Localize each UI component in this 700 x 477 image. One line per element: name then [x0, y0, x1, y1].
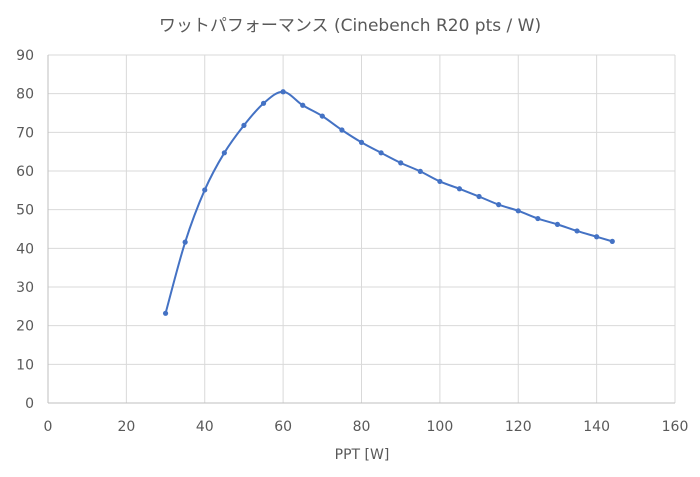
- x-tick-label: 100: [427, 419, 454, 435]
- data-point: [515, 208, 521, 214]
- x-tick-label: 80: [353, 419, 371, 435]
- y-tick-label: 60: [16, 164, 34, 180]
- data-point: [378, 150, 384, 156]
- y-tick-label: 10: [16, 357, 34, 373]
- x-tick-label: 160: [662, 419, 689, 435]
- data-point: [417, 168, 423, 174]
- x-axis-label: PPT [W]: [335, 447, 390, 463]
- data-point: [535, 215, 541, 222]
- chart-title: ワットパフォーマンス (Cinebench R20 pts / W): [159, 16, 541, 36]
- data-point: [437, 178, 443, 185]
- data-point: [476, 193, 482, 200]
- data-point: [456, 186, 463, 192]
- data-point: [554, 221, 561, 227]
- y-tick-label: 90: [16, 48, 34, 64]
- x-tick-label: 140: [583, 419, 610, 435]
- y-tick-label: 0: [25, 396, 34, 412]
- data-point: [574, 228, 580, 234]
- data-point: [300, 102, 306, 108]
- data-point: [221, 150, 227, 156]
- x-tick-label: 40: [196, 419, 214, 435]
- series-line: [164, 90, 613, 314]
- data-point: [339, 127, 345, 133]
- data-point: [496, 202, 502, 208]
- x-tick-label: 0: [44, 419, 53, 435]
- data-point: [241, 122, 247, 128]
- data-point: [280, 89, 286, 95]
- x-tick-label: 120: [505, 419, 532, 435]
- data-point: [162, 310, 169, 316]
- y-tick-label: 70: [16, 125, 34, 141]
- series: [162, 89, 615, 316]
- y-tick-label: 80: [16, 87, 34, 103]
- y-tick-label: 40: [16, 241, 34, 257]
- y-tick-label: 30: [16, 280, 34, 296]
- data-point: [202, 187, 208, 193]
- data-point: [594, 234, 600, 240]
- x-tick-label: 20: [117, 419, 135, 435]
- y-tick-label: 50: [16, 203, 34, 219]
- data-point: [182, 239, 188, 245]
- data-point: [398, 160, 404, 166]
- data-point: [358, 139, 365, 145]
- data-point: [609, 238, 615, 244]
- axes: [47, 55, 675, 404]
- data-point: [260, 100, 267, 106]
- gridlines: [48, 54, 676, 403]
- y-tick-label: 20: [16, 319, 34, 335]
- tick-labels: 0 10 20 30 40 50 60 70 80 90 0 20 40 60 80 100 120 140 160: [16, 48, 688, 435]
- data-point: [319, 113, 325, 119]
- x-tick-label: 60: [274, 419, 292, 435]
